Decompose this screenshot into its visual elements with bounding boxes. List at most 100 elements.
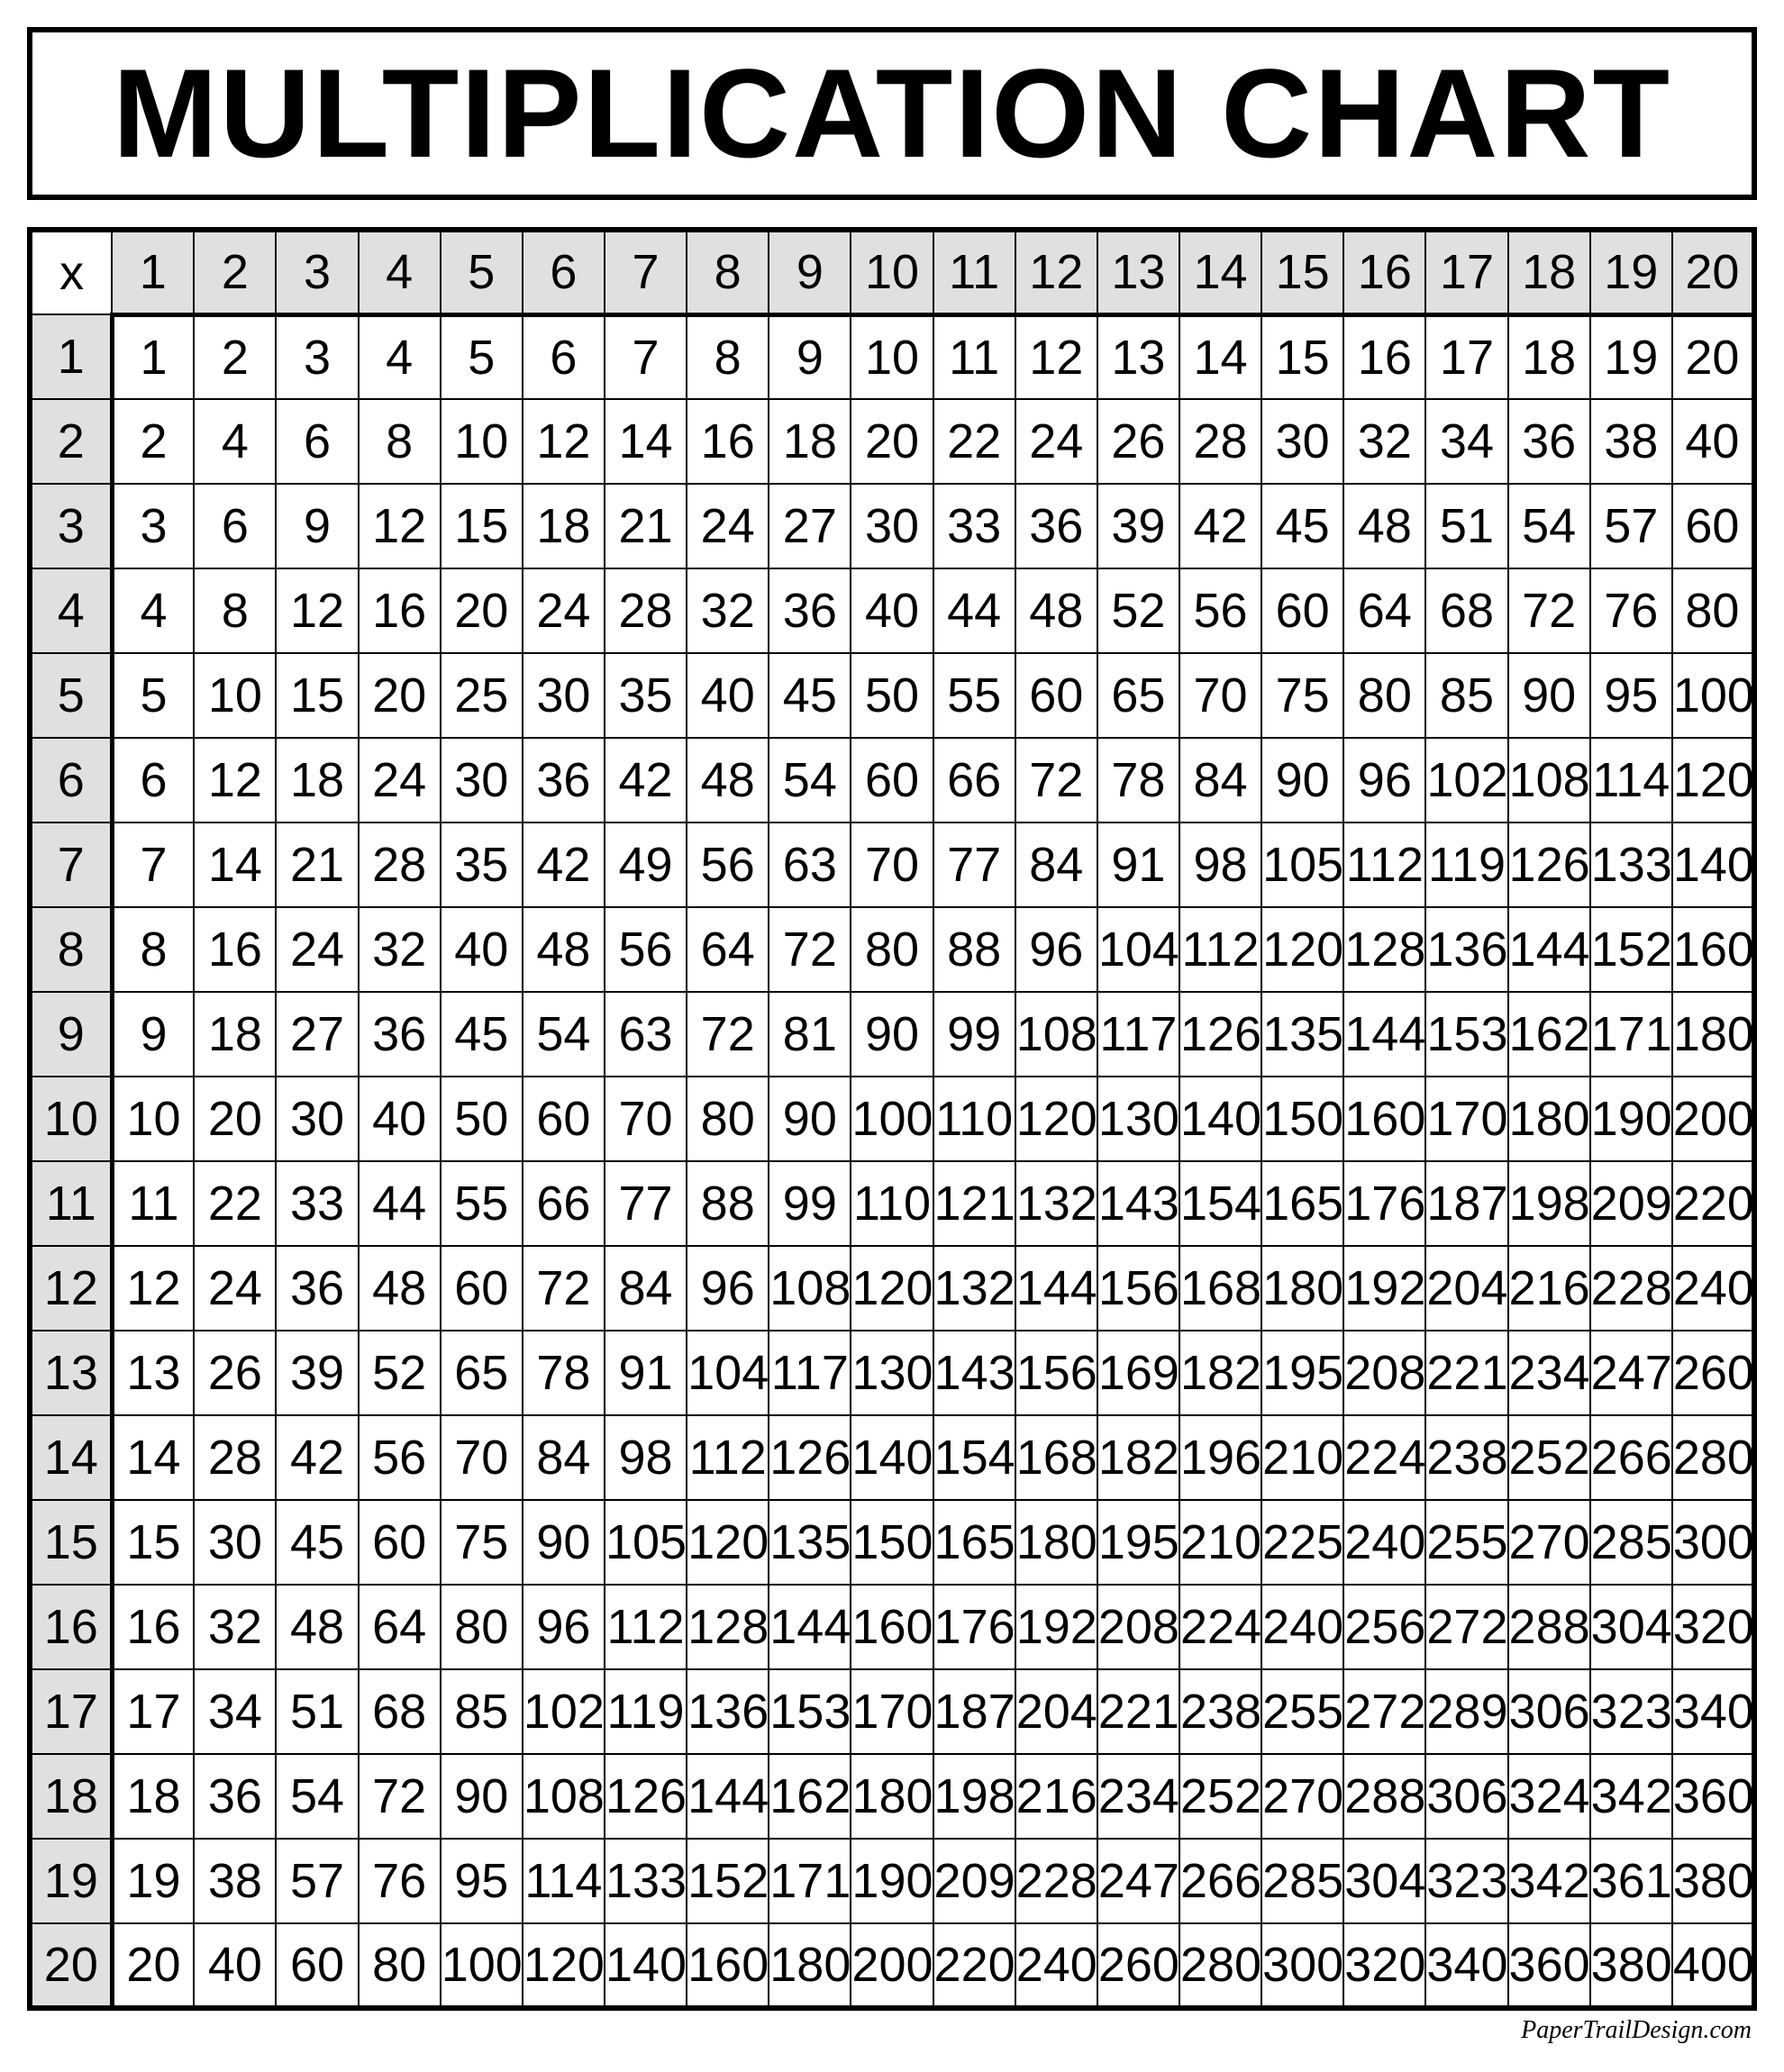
multiplication-table: x 1234567891011121314151617181920 112345… xyxy=(27,227,1757,2011)
row-header: 13 xyxy=(30,1331,112,1415)
table-cell: 234 xyxy=(1508,1331,1590,1415)
table-cell: 108 xyxy=(1508,738,1590,822)
row-header: 15 xyxy=(30,1500,112,1585)
table-cell: 22 xyxy=(933,399,1015,484)
table-cell: 187 xyxy=(933,1669,1015,1754)
table-cell: 108 xyxy=(769,1246,851,1331)
row-header: 11 xyxy=(30,1161,112,1246)
table-cell: 81 xyxy=(769,992,851,1077)
table-cell: 36 xyxy=(523,738,605,822)
table-cell: 16 xyxy=(359,568,441,653)
table-cell: 180 xyxy=(851,1754,933,1839)
table-cell: 120 xyxy=(1672,738,1754,822)
table-cell: 187 xyxy=(1425,1161,1507,1246)
table-cell: 180 xyxy=(1015,1500,1097,1585)
table-cell: 18 xyxy=(1508,314,1590,399)
table-cell: 300 xyxy=(1672,1500,1754,1585)
table-cell: 120 xyxy=(523,1923,605,2008)
table-body: 1123456789101112131415161718192022468101… xyxy=(30,314,1754,2008)
table-cell: 39 xyxy=(1097,484,1179,568)
table-cell: 300 xyxy=(1261,1923,1343,2008)
table-cell: 102 xyxy=(1425,738,1507,822)
table-cell: 48 xyxy=(359,1246,441,1331)
table-cell: 5 xyxy=(441,314,523,399)
table-cell: 2 xyxy=(194,314,276,399)
table-cell: 165 xyxy=(933,1500,1015,1585)
table-cell: 15 xyxy=(276,653,358,738)
table-cell: 98 xyxy=(605,1415,687,1500)
table-cell: 182 xyxy=(1179,1331,1261,1415)
corner-cell: x xyxy=(30,230,112,314)
table-cell: 34 xyxy=(194,1669,276,1754)
table-cell: 84 xyxy=(1179,738,1261,822)
table-cell: 32 xyxy=(687,568,769,653)
table-cell: 52 xyxy=(359,1331,441,1415)
table-cell: 20 xyxy=(851,399,933,484)
table-cell: 60 xyxy=(1672,484,1754,568)
table-cell: 216 xyxy=(1508,1246,1590,1331)
table-cell: 66 xyxy=(933,738,1015,822)
table-cell: 240 xyxy=(1672,1246,1754,1331)
table-cell: 100 xyxy=(851,1077,933,1161)
table-cell: 26 xyxy=(1097,399,1179,484)
table-cell: 13 xyxy=(112,1331,194,1415)
row-header: 19 xyxy=(30,1839,112,1923)
column-header: 12 xyxy=(1015,230,1097,314)
footer-credit: PaperTrailDesign.com xyxy=(27,2016,1757,2045)
table-cell: 78 xyxy=(1097,738,1179,822)
table-cell: 24 xyxy=(359,738,441,822)
table-cell: 117 xyxy=(769,1331,851,1415)
table-cell: 36 xyxy=(1508,399,1590,484)
table-cell: 7 xyxy=(605,314,687,399)
row-header: 10 xyxy=(30,1077,112,1161)
table-cell: 240 xyxy=(1015,1923,1097,2008)
table-cell: 6 xyxy=(276,399,358,484)
table-cell: 40 xyxy=(851,568,933,653)
table-cell: 27 xyxy=(769,484,851,568)
table-cell: 56 xyxy=(1179,568,1261,653)
table-cell: 10 xyxy=(851,314,933,399)
table-cell: 45 xyxy=(1261,484,1343,568)
table-cell: 12 xyxy=(194,738,276,822)
row-header: 4 xyxy=(30,568,112,653)
table-cell: 25 xyxy=(441,653,523,738)
table-cell: 289 xyxy=(1425,1669,1507,1754)
table-cell: 72 xyxy=(769,907,851,992)
table-cell: 266 xyxy=(1179,1839,1261,1923)
table-cell: 9 xyxy=(112,992,194,1077)
table-cell: 28 xyxy=(194,1415,276,1500)
table-cell: 80 xyxy=(1672,568,1754,653)
table-cell: 64 xyxy=(687,907,769,992)
table-cell: 98 xyxy=(1179,822,1261,907)
table-cell: 8 xyxy=(112,907,194,992)
table-cell: 48 xyxy=(1015,568,1097,653)
table-cell: 60 xyxy=(441,1246,523,1331)
table-cell: 64 xyxy=(359,1585,441,1669)
table-cell: 26 xyxy=(194,1331,276,1415)
table-cell: 112 xyxy=(1179,907,1261,992)
table-cell: 12 xyxy=(359,484,441,568)
table-cell: 66 xyxy=(523,1161,605,1246)
table-cell: 44 xyxy=(933,568,1015,653)
row-header: 5 xyxy=(30,653,112,738)
table-cell: 60 xyxy=(359,1500,441,1585)
table-cell: 105 xyxy=(605,1500,687,1585)
table-cell: 288 xyxy=(1508,1585,1590,1669)
column-header: 6 xyxy=(523,230,605,314)
table-cell: 63 xyxy=(605,992,687,1077)
table-cell: 8 xyxy=(687,314,769,399)
table-cell: 160 xyxy=(687,1923,769,2008)
table-cell: 165 xyxy=(1261,1161,1343,1246)
table-cell: 54 xyxy=(276,1754,358,1839)
column-header: 10 xyxy=(851,230,933,314)
table-cell: 15 xyxy=(1261,314,1343,399)
table-cell: 114 xyxy=(1590,738,1672,822)
table-cell: 48 xyxy=(523,907,605,992)
table-cell: 24 xyxy=(194,1246,276,1331)
table-cell: 70 xyxy=(1179,653,1261,738)
table-cell: 76 xyxy=(359,1839,441,1923)
column-header: 16 xyxy=(1343,230,1425,314)
row-header: 6 xyxy=(30,738,112,822)
table-cell: 40 xyxy=(359,1077,441,1161)
table-cell: 108 xyxy=(523,1754,605,1839)
